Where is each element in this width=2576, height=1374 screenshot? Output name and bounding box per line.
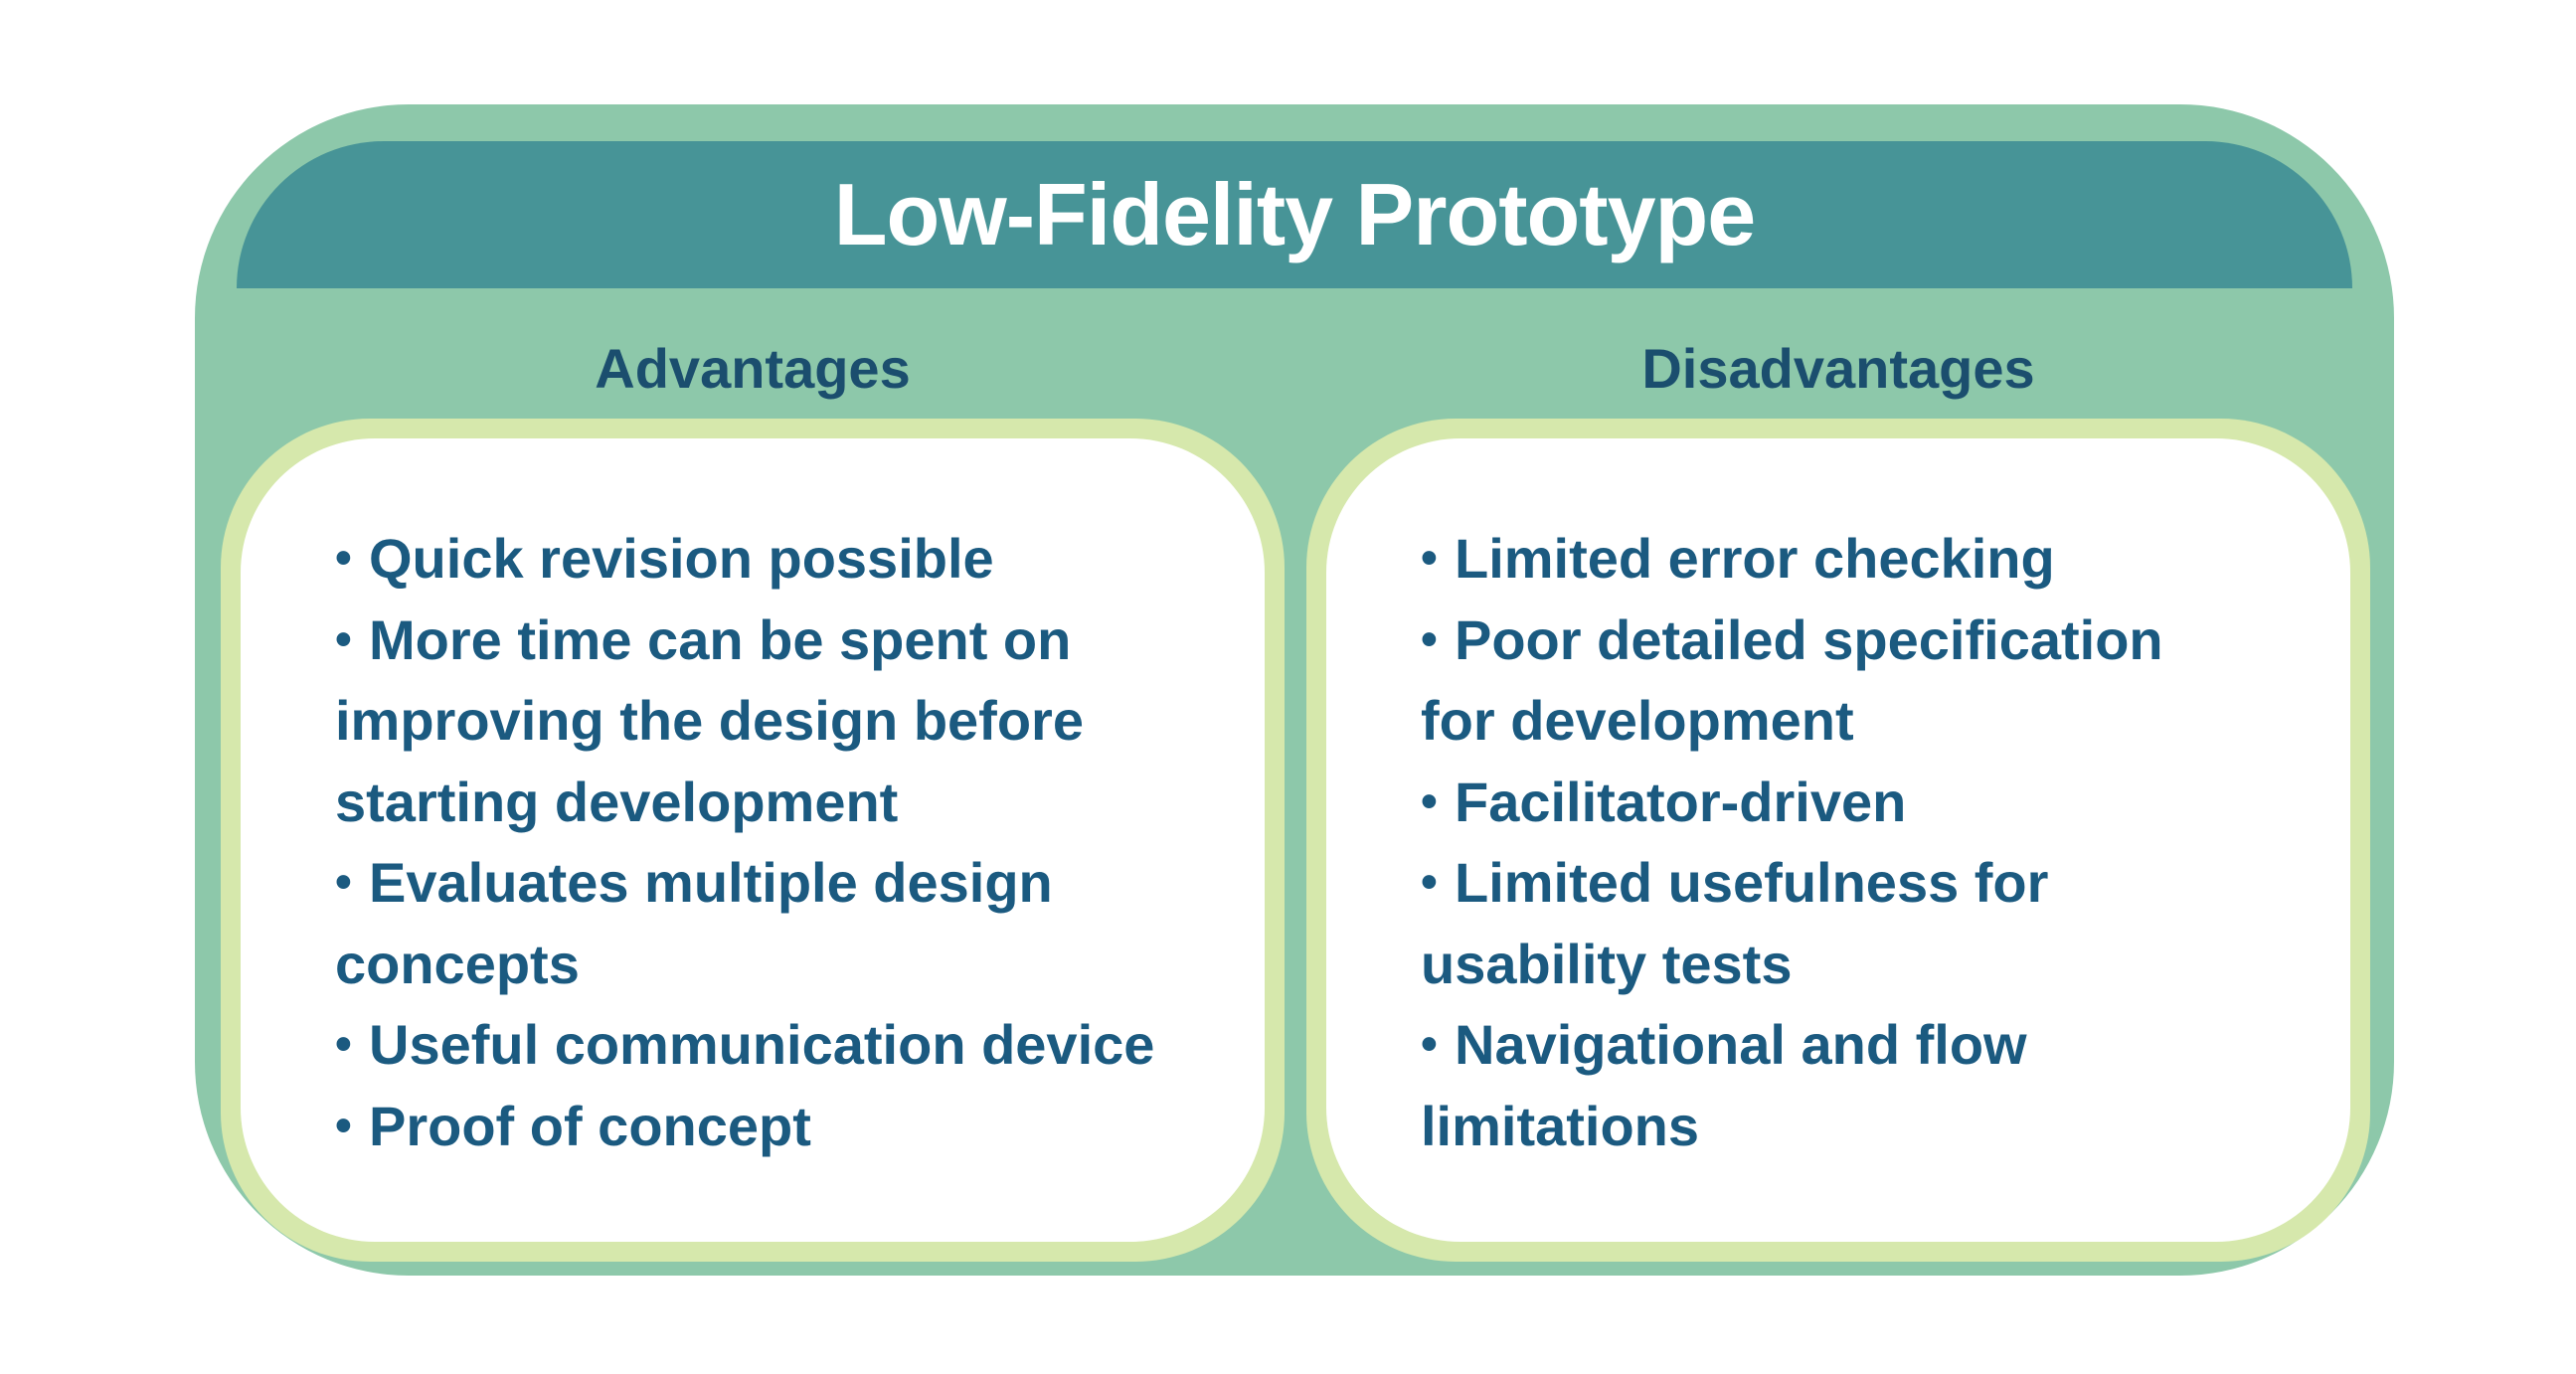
- bullet-icon: •: [335, 1099, 352, 1152]
- list-item: • More time can be spent on: [335, 600, 1280, 681]
- bullet-icon: •: [1421, 532, 1438, 585]
- list-item-text: limitations: [1421, 1094, 1700, 1157]
- list-item-continuation: concepts: [335, 924, 1280, 1005]
- disadvantages-panel-body: • Limited error checking • Poor detailed sp…: [1326, 438, 2350, 1242]
- list-item-text: Proof of concept: [369, 1094, 811, 1157]
- list-item: • Proof of concept: [335, 1086, 1280, 1167]
- advantages-panel: • Quick revision possible • More time can b…: [221, 419, 1285, 1262]
- bullet-icon: •: [1421, 1018, 1438, 1071]
- list-item-text: Useful communication device: [369, 1013, 1155, 1076]
- advantages-heading: Advantages: [595, 336, 911, 400]
- list-item: • Quick revision possible: [335, 518, 1280, 600]
- disadvantages-list: • Limited error checking • Poor detailed sp…: [1421, 518, 2365, 1166]
- bullet-icon: •: [1421, 856, 1438, 909]
- list-item-continuation: starting development: [335, 762, 1280, 843]
- list-item-text: Poor detailed specification: [1455, 607, 2163, 671]
- bullet-icon: •: [335, 856, 352, 909]
- list-item: • Navigational and flow: [1421, 1004, 2365, 1086]
- list-item: • Useful communication device: [335, 1004, 1280, 1086]
- advantages-list: • Quick revision possible • More time can b…: [335, 518, 1280, 1166]
- list-item-text: Facilitator-driven: [1455, 770, 1907, 833]
- bullet-icon: •: [335, 1018, 352, 1071]
- list-item: • Poor detailed specification: [1421, 600, 2365, 681]
- list-item-text: Limited usefulness for: [1455, 851, 2049, 914]
- list-item: • Evaluates multiple design: [335, 842, 1280, 924]
- title-bar: Low-Fidelity Prototype: [237, 141, 2352, 288]
- list-item-text: starting development: [335, 770, 899, 833]
- list-item-text: concepts: [335, 932, 580, 995]
- bullet-icon: •: [1421, 774, 1438, 828]
- disadvantages-panel: • Limited error checking • Poor detailed sp…: [1306, 419, 2370, 1262]
- disadvantages-heading: Disadvantages: [1641, 336, 2035, 400]
- bullet-icon: •: [335, 532, 352, 585]
- list-item-text: More time can be spent on: [369, 607, 1072, 671]
- list-item-text: improving the design before: [335, 689, 1084, 752]
- list-item-continuation: for development: [1421, 680, 2365, 762]
- list-item-text: Evaluates multiple design: [369, 851, 1053, 914]
- prototype-card: Low-Fidelity Prototype Advantages Disadv…: [195, 104, 2394, 1276]
- list-item: • Limited error checking: [1421, 518, 2365, 600]
- page-title: Low-Fidelity Prototype: [833, 165, 1756, 263]
- list-item-text: usability tests: [1421, 932, 1793, 995]
- list-item-text: Quick revision possible: [369, 527, 994, 590]
- list-item-text: Navigational and flow: [1455, 1013, 2027, 1076]
- list-item: • Facilitator-driven: [1421, 762, 2365, 843]
- list-item-continuation: limitations: [1421, 1086, 2365, 1167]
- list-item: • Limited usefulness for: [1421, 842, 2365, 924]
- list-item-text: for development: [1421, 689, 1854, 752]
- bullet-icon: •: [1421, 612, 1438, 666]
- list-item-continuation: usability tests: [1421, 924, 2365, 1005]
- bullet-icon: •: [335, 612, 352, 666]
- advantages-panel-body: • Quick revision possible • More time can b…: [241, 438, 1265, 1242]
- list-item-continuation: improving the design before: [335, 680, 1280, 762]
- list-item-text: Limited error checking: [1455, 527, 2055, 590]
